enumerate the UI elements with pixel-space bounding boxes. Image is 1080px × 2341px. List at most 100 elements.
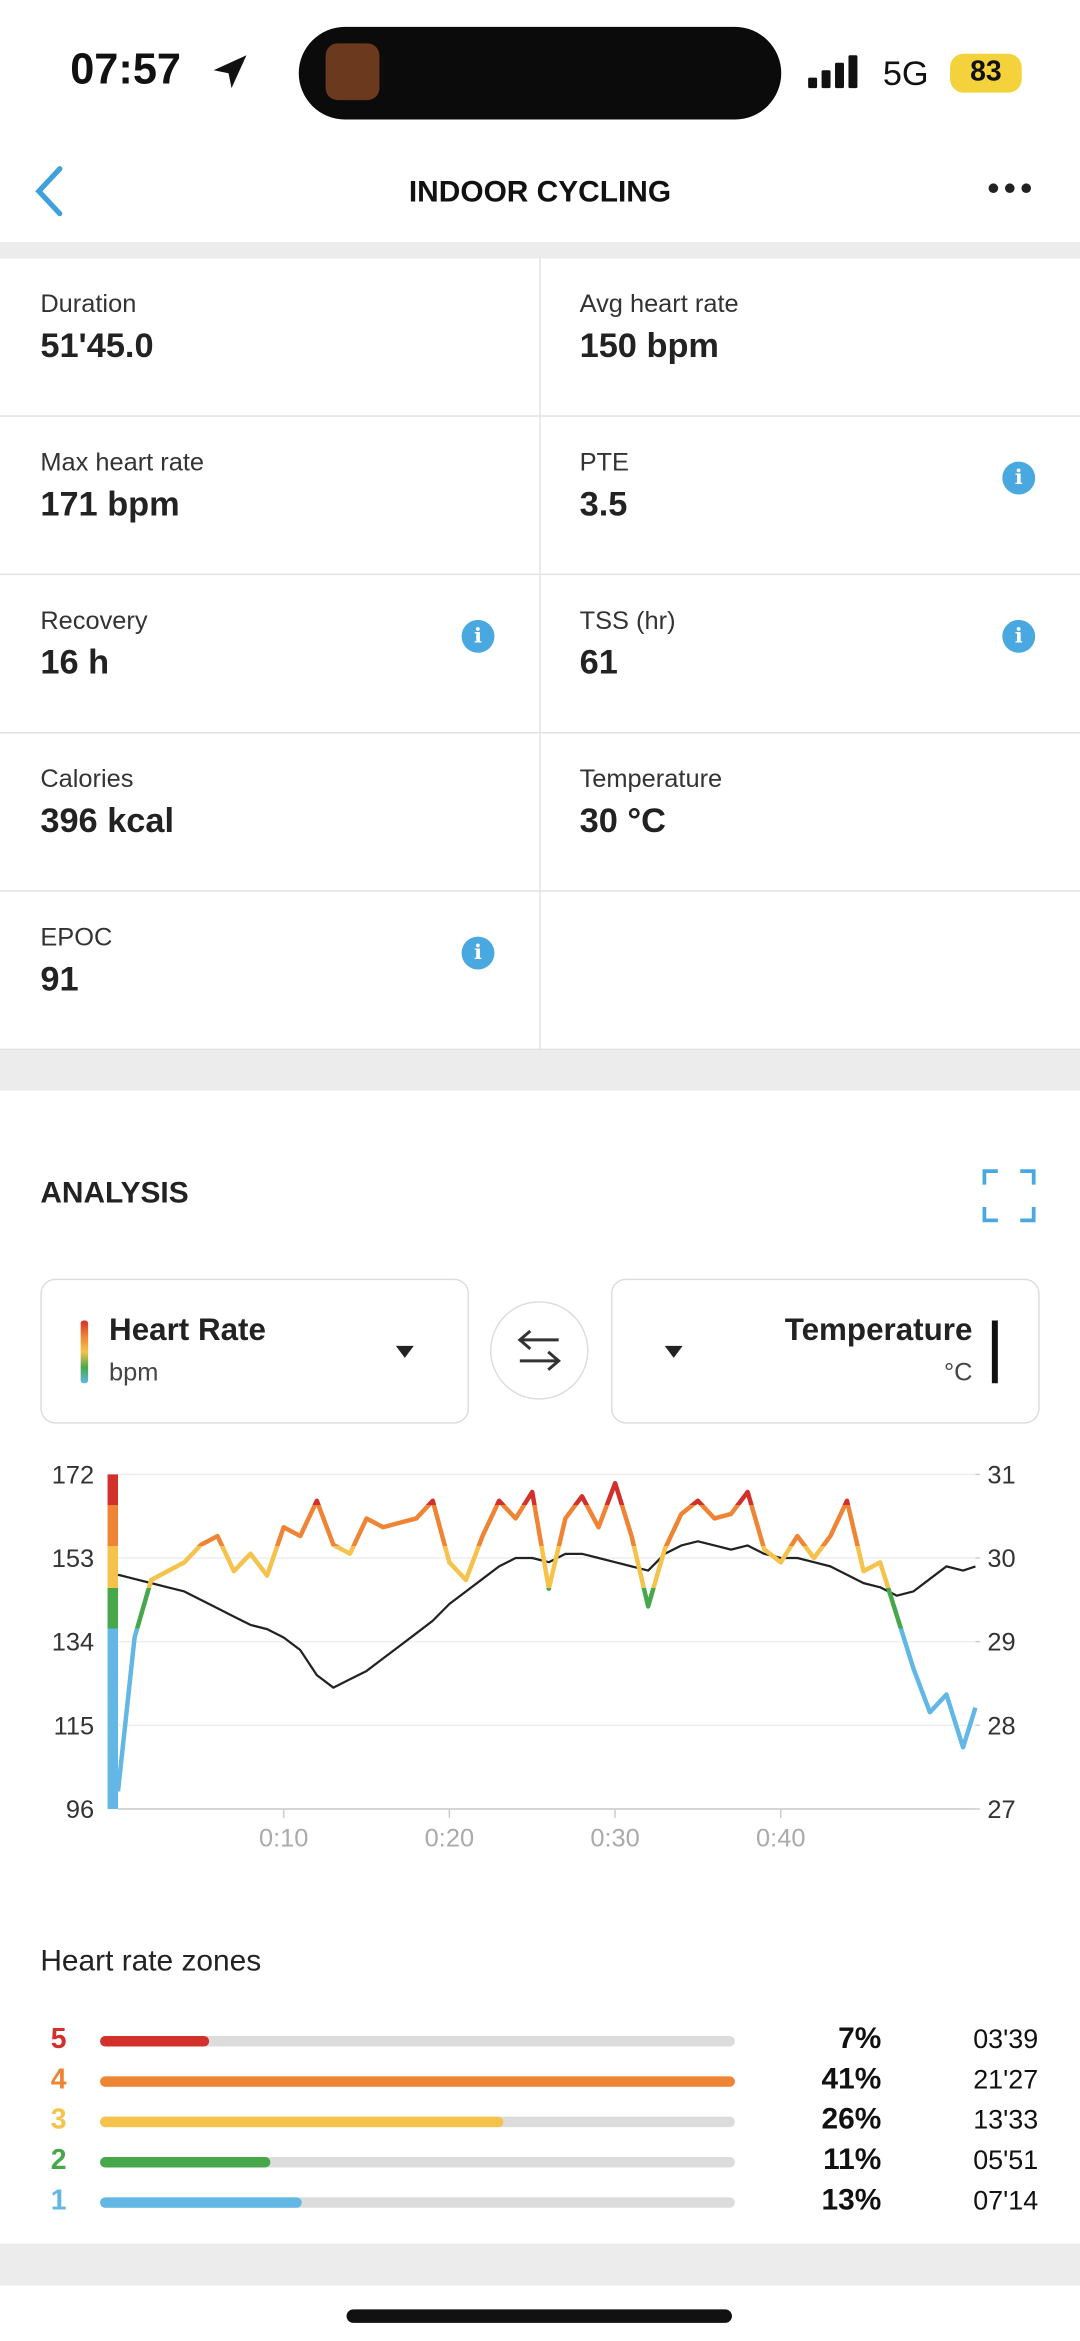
stat-cell: TSS (hr) 61 i — [541, 575, 1080, 732]
stat-value: 61 — [579, 642, 618, 682]
zone-time: 21'27 — [973, 2064, 1039, 2095]
stat-label: Duration — [40, 289, 137, 319]
stat-cell: Avg heart rate 150 bpm — [541, 258, 1080, 415]
analysis-title: ANALYSIS — [40, 1177, 189, 1210]
stat-label: Recovery — [40, 606, 148, 635]
stats-grid: Duration 51'45.0 Avg heart rate 150 bpm Max … — [0, 258, 1080, 1051]
y-tick-label: 172 — [52, 1461, 94, 1489]
chart: 96 115 134 153 172 27 28 29 30 31 0:10 0:20 0:30 0:40 — [52, 1461, 1016, 1852]
info-button[interactable]: i — [461, 619, 495, 653]
zone-number: 4 — [50, 2064, 67, 2096]
zone-percent: 13% — [821, 2183, 882, 2217]
zone-number: 3 — [50, 2104, 67, 2137]
stat-cell: Calories 396 kcal — [0, 733, 539, 890]
y-tick-label: 134 — [52, 1629, 94, 1657]
left-metric-selector[interactable]: Heart Rate bpm — [40, 1278, 470, 1424]
info-button[interactable]: i — [1002, 619, 1036, 653]
zone-bar — [100, 2036, 209, 2047]
zone-bar — [100, 2157, 271, 2168]
stat-label: Temperature — [579, 764, 723, 794]
stat-value: 396 kcal — [40, 800, 175, 840]
signal-icon — [808, 55, 858, 89]
stat-label: TSS (hr) — [579, 606, 676, 635]
divider — [0, 2243, 1080, 2286]
zone-track — [100, 2197, 735, 2208]
stat-value: 91 — [40, 959, 79, 998]
stat-cell: EPOC 91 i — [0, 892, 539, 1049]
x-tick-label: 0:30 — [590, 1824, 639, 1852]
stat-value: 16 h — [40, 642, 110, 682]
right-metric-selector[interactable]: Temperature °C — [610, 1278, 1040, 1424]
y2-tick-label: 28 — [987, 1712, 1015, 1740]
zone-percent: 26% — [821, 2103, 882, 2137]
stat-label: EPOC — [40, 923, 113, 952]
page-title: INDOOR CYCLING — [408, 176, 672, 210]
divider — [0, 1050, 1080, 1091]
zone-track — [100, 2157, 735, 2168]
series-icon — [991, 1320, 998, 1384]
y2-tick-label: 27 — [987, 1796, 1015, 1824]
dropdown-arrow — [664, 1345, 683, 1358]
y-tick-label: 153 — [52, 1545, 94, 1573]
info-button[interactable]: i — [461, 936, 495, 970]
series-line — [117, 1540, 976, 1689]
stat-cell: Recovery 16 h i — [0, 575, 539, 732]
stat-label: Max heart rate — [40, 448, 205, 477]
y2-tick-label: 31 — [987, 1461, 1015, 1489]
metric-unit: °C — [943, 1357, 973, 1387]
zone-axis-bar — [107, 1474, 119, 1809]
album-art — [325, 43, 380, 101]
zone-percent: 41% — [821, 2062, 882, 2096]
network: 5G — [882, 53, 929, 93]
info-button[interactable]: i — [1002, 461, 1036, 495]
metric-unit: bpm — [109, 1357, 159, 1387]
location-icon — [213, 55, 247, 89]
metric-name: Temperature — [784, 1313, 973, 1348]
divider — [0, 241, 1080, 259]
dropdown-arrow — [395, 1345, 414, 1358]
battery: 83 — [950, 53, 1022, 93]
stat-cell: PTE 3.5 i — [541, 417, 1080, 574]
zone-icon — [80, 1320, 89, 1384]
stat-cell: Max heart rate 171 bpm — [0, 417, 539, 574]
stat-cell: Duration 51'45.0 — [0, 258, 539, 415]
stat-cell: Temperature 30 °C — [541, 733, 1080, 890]
zone-number: 5 — [50, 2024, 67, 2056]
metric-name: Heart Rate — [109, 1313, 266, 1348]
zone-track — [100, 2036, 735, 2047]
zones-list: 5 7% 03'39 4 41% 21'27 3 26% 13'33 2 11% 05'51 1 13% 0… — [0, 2017, 1080, 2226]
y-tick-label: 96 — [66, 1796, 94, 1824]
stat-value: 150 bpm — [579, 325, 719, 365]
home-indicator — [346, 2309, 732, 2323]
zones-title: Heart rate zones — [40, 1944, 262, 1978]
stat-value: 3.5 — [579, 483, 628, 523]
stat-value: 171 bpm — [40, 483, 180, 523]
x-tick-label: 0:20 — [425, 1824, 474, 1852]
stat-label: Avg heart rate — [579, 289, 739, 319]
zone-time: 07'14 — [973, 2185, 1039, 2216]
zone-bar — [100, 2197, 302, 2208]
y-tick-label: 115 — [54, 1712, 94, 1740]
zone-time: 05'51 — [973, 2145, 1039, 2175]
more-button[interactable] — [986, 176, 1037, 200]
y2-tick-label: 29 — [987, 1629, 1015, 1657]
clock: 07:57 — [70, 46, 182, 95]
zone-time: 13'33 — [973, 2104, 1039, 2135]
zone-bar — [100, 2116, 503, 2128]
x-tick-label: 0:40 — [756, 1824, 805, 1852]
stat-label: PTE — [579, 448, 629, 477]
stat-value: 51'45.0 — [40, 325, 154, 365]
y2-tick-label: 30 — [987, 1545, 1015, 1573]
zone-percent: 11% — [823, 2143, 882, 2177]
column-divider — [539, 258, 541, 1051]
zone-time: 03'39 — [973, 2024, 1039, 2054]
x-tick-label: 0:10 — [259, 1824, 308, 1852]
back-button[interactable] — [30, 164, 69, 218]
zone-percent: 7% — [838, 2022, 882, 2056]
stat-value: 30 °C — [579, 800, 666, 840]
swap-button[interactable] — [488, 1300, 590, 1402]
zone-number: 1 — [50, 2185, 67, 2217]
expand-button[interactable] — [981, 1168, 1036, 1223]
